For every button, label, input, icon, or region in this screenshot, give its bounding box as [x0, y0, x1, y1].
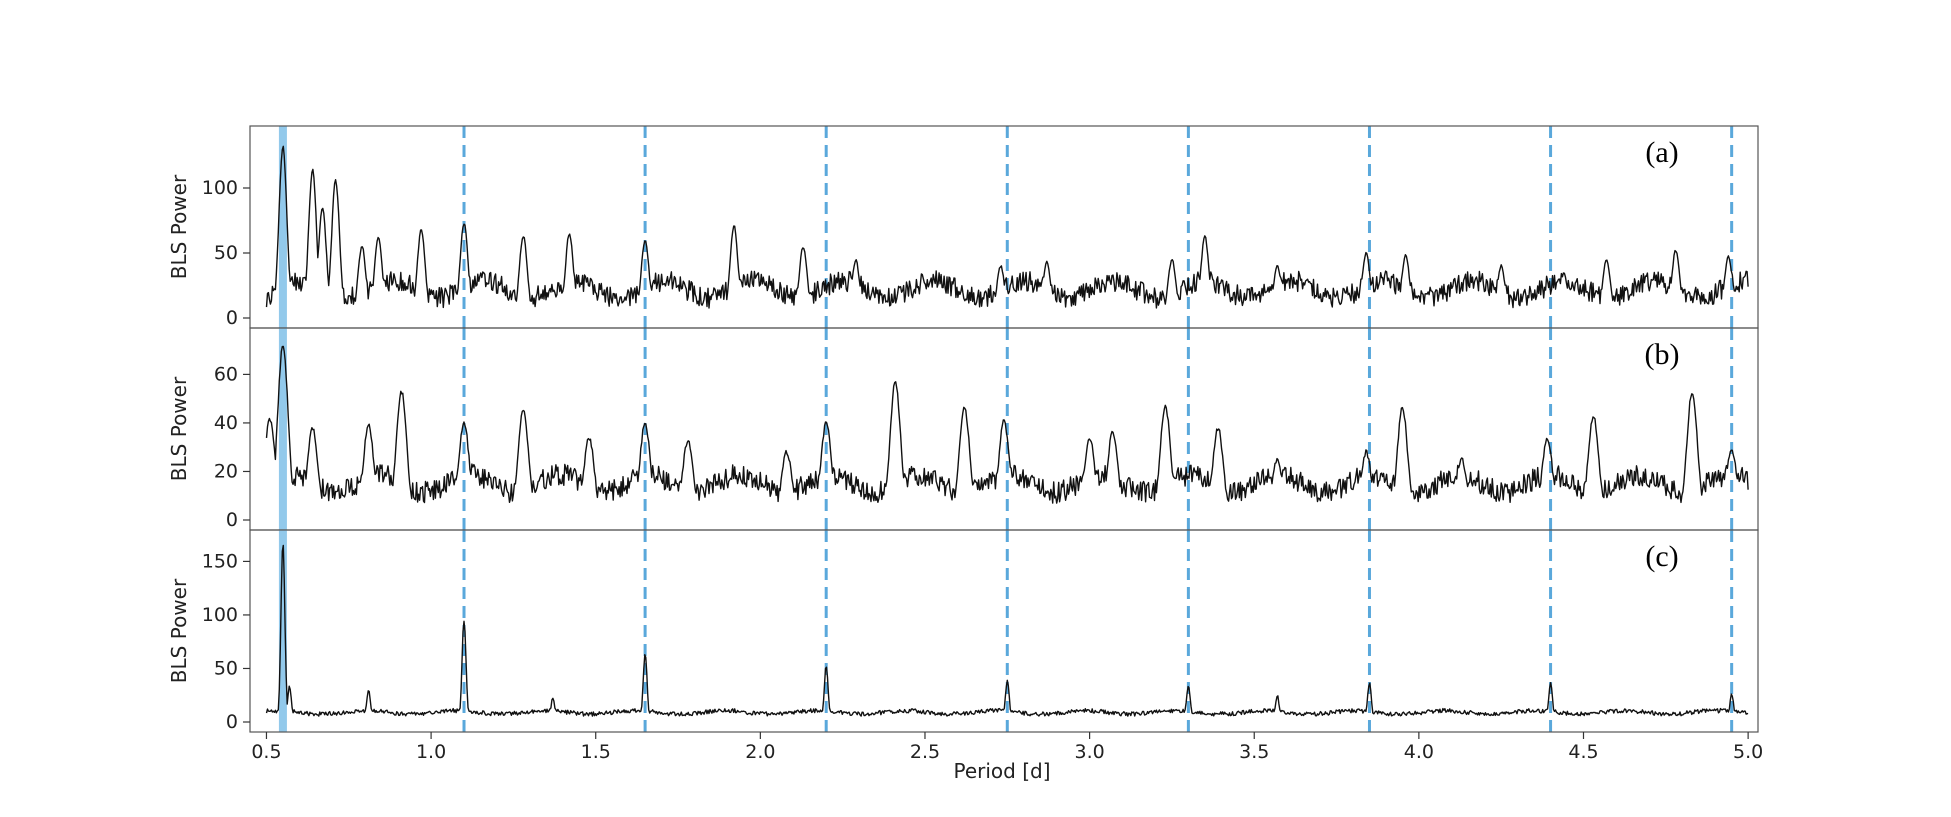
fundamental-period-band: [278, 328, 287, 530]
y-axis-label: BLS Power: [167, 578, 191, 683]
y-tick-label: 100: [202, 177, 238, 199]
x-tick-label: 5.0: [1733, 741, 1763, 763]
panel-3: 0 50 100 150 BLS Power (c): [167, 529, 1759, 733]
y-axis-label: BLS Power: [167, 376, 191, 481]
y-axis-label: BLS Power: [167, 174, 191, 279]
x-tick-label: 0.5: [251, 741, 281, 763]
x-tick-label: 1.0: [416, 741, 446, 763]
y-tick-label: 0: [226, 509, 238, 531]
fundamental-period-band: [278, 126, 287, 328]
x-tick-label: 3.5: [1239, 741, 1269, 763]
bls-power-series: [265, 145, 1749, 309]
x-axis-label: Period [d]: [953, 759, 1050, 783]
y-tick-label: 60: [214, 363, 238, 385]
y-tick-label: 0: [226, 307, 238, 329]
bls-power-series: [265, 345, 1749, 504]
x-tick-label: 3.0: [1074, 741, 1104, 763]
y-tick-label: 150: [202, 550, 238, 572]
x-axis: 0.5 1.0 1.5 2.0 2.5 3.0 3.5 4.0 4.5 5.0: [251, 732, 1763, 763]
y-tick-label: 40: [214, 412, 238, 434]
y-tick-label: 0: [226, 711, 238, 733]
x-tick-label: 2.0: [745, 741, 775, 763]
panel-tag: (a): [1645, 136, 1678, 169]
x-tick-label: 4.5: [1568, 741, 1598, 763]
panel-frame: [249, 529, 1759, 733]
y-tick-label: 50: [214, 242, 238, 264]
y-tick-label: 20: [214, 460, 238, 482]
x-tick-label: 2.5: [910, 741, 940, 763]
y-tick-label: 50: [214, 657, 238, 679]
x-tick-label: 1.5: [581, 741, 611, 763]
panels-group: 0 50 100 BLS Power (a) 0 20 40 60 BLS Power (b) 0 50…: [167, 125, 1759, 733]
x-tick-label: 4.0: [1404, 741, 1434, 763]
panel-tag: (b): [1645, 338, 1680, 371]
fundamental-period-band: [278, 530, 287, 732]
bls-power-series: [265, 544, 1749, 717]
panel-tag: (c): [1645, 540, 1678, 573]
y-tick-label: 100: [202, 604, 238, 626]
